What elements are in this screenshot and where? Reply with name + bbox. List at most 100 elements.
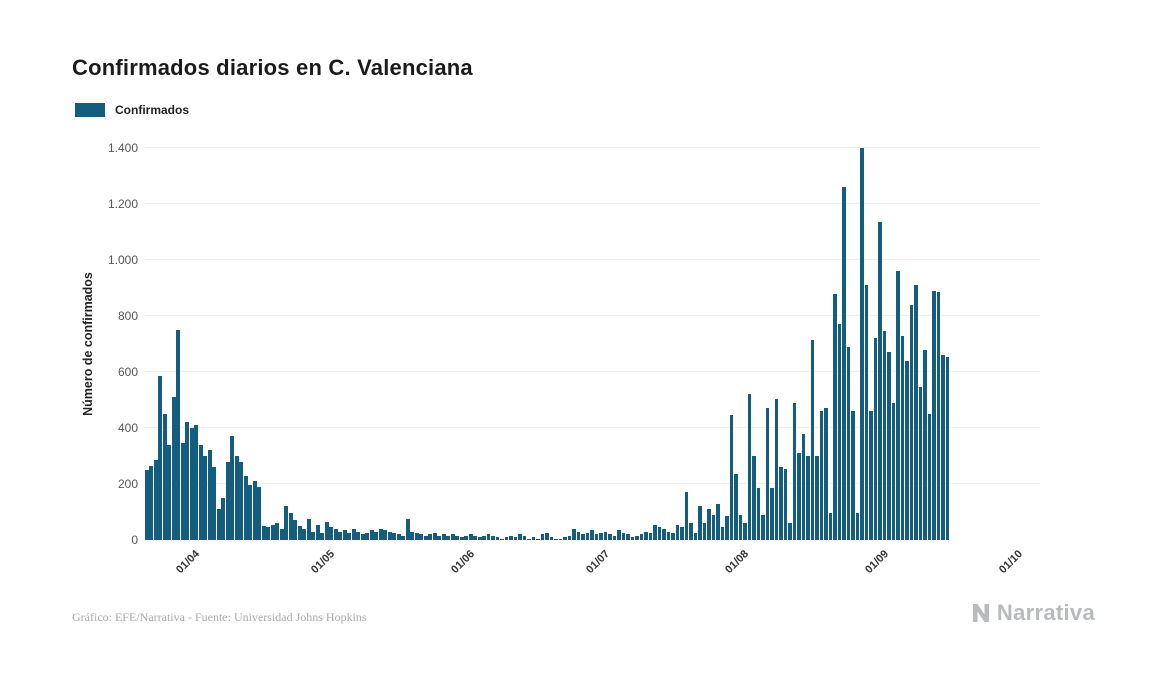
gridline — [145, 427, 1040, 428]
bar — [369, 530, 374, 540]
bar — [594, 534, 599, 540]
bar — [428, 534, 433, 540]
bar — [810, 339, 815, 540]
bar — [518, 534, 522, 540]
bar — [747, 394, 752, 540]
bar — [698, 506, 702, 540]
bar — [558, 538, 563, 540]
bar — [266, 527, 271, 540]
bar — [774, 398, 779, 540]
bar — [716, 503, 720, 540]
bar — [846, 346, 851, 540]
bar — [351, 528, 356, 540]
bar — [441, 534, 446, 540]
bar — [522, 535, 527, 540]
bar — [360, 534, 365, 540]
bar — [468, 534, 473, 540]
bar — [914, 285, 918, 540]
bar — [617, 530, 621, 540]
bar — [729, 415, 734, 540]
bar — [626, 534, 630, 540]
gridline — [145, 203, 1040, 204]
bar — [689, 523, 693, 540]
bar — [234, 456, 239, 540]
bar — [869, 411, 873, 540]
bar — [257, 486, 262, 540]
bar — [878, 222, 882, 540]
bar — [554, 538, 558, 540]
bar — [378, 528, 383, 540]
bar — [630, 537, 635, 540]
legend: Confirmados — [75, 103, 189, 117]
bar — [356, 531, 361, 540]
gridline — [145, 371, 1040, 372]
bar — [666, 531, 671, 540]
narrativa-n-icon — [972, 604, 989, 622]
bar — [396, 534, 401, 540]
bar — [203, 456, 208, 540]
bar — [743, 523, 747, 540]
bar — [315, 524, 320, 540]
narrativa-logo: Narrativa — [970, 600, 1095, 626]
bar — [860, 148, 864, 540]
bar — [216, 509, 221, 540]
bar — [153, 460, 158, 540]
bar — [932, 290, 936, 540]
bar — [365, 533, 370, 540]
y-tick-label: 600 — [117, 365, 138, 379]
bar — [734, 474, 738, 540]
bar — [477, 537, 482, 540]
bar — [837, 324, 842, 540]
bar — [293, 520, 298, 540]
bar — [828, 513, 833, 540]
bar — [540, 534, 545, 540]
bar — [230, 436, 235, 540]
bar — [752, 456, 756, 540]
legend-swatch — [75, 103, 105, 117]
bar — [756, 488, 761, 540]
bar — [788, 523, 792, 540]
footer-credit: Gráfico: EFE/Narrativa - Fuente: Univers… — [72, 610, 367, 624]
bar — [599, 533, 603, 540]
bar — [621, 533, 626, 540]
bar — [590, 530, 594, 540]
bar — [207, 450, 212, 540]
bar — [342, 530, 347, 540]
bar — [608, 534, 612, 540]
bar — [297, 526, 302, 540]
bar — [855, 513, 860, 540]
bar — [198, 444, 203, 540]
gridline — [145, 259, 1040, 260]
bar — [189, 428, 194, 540]
bar — [158, 376, 163, 540]
bar — [432, 533, 437, 540]
bar — [221, 498, 226, 540]
bar — [455, 535, 459, 540]
page-title: Confirmados diarios en C. Valenciana — [72, 54, 473, 80]
bar — [162, 414, 167, 540]
bar — [806, 456, 810, 540]
bar — [320, 533, 325, 540]
bar — [212, 467, 217, 540]
bar — [414, 533, 419, 540]
bar — [792, 402, 797, 540]
y-tick-label: 1.200 — [107, 197, 138, 211]
bar — [149, 465, 154, 540]
y-tick-label: 1.000 — [107, 253, 138, 267]
bar — [882, 331, 887, 540]
bar — [176, 330, 181, 540]
bar — [918, 387, 923, 540]
bar — [644, 531, 648, 540]
bar — [311, 531, 316, 540]
bar — [145, 470, 149, 540]
bar — [761, 514, 765, 540]
bar — [581, 534, 585, 540]
bar — [347, 533, 352, 540]
bar — [662, 528, 666, 540]
bar — [648, 533, 653, 540]
bar — [725, 516, 729, 540]
bar — [509, 535, 513, 540]
bar — [891, 402, 896, 540]
bar — [185, 422, 190, 540]
